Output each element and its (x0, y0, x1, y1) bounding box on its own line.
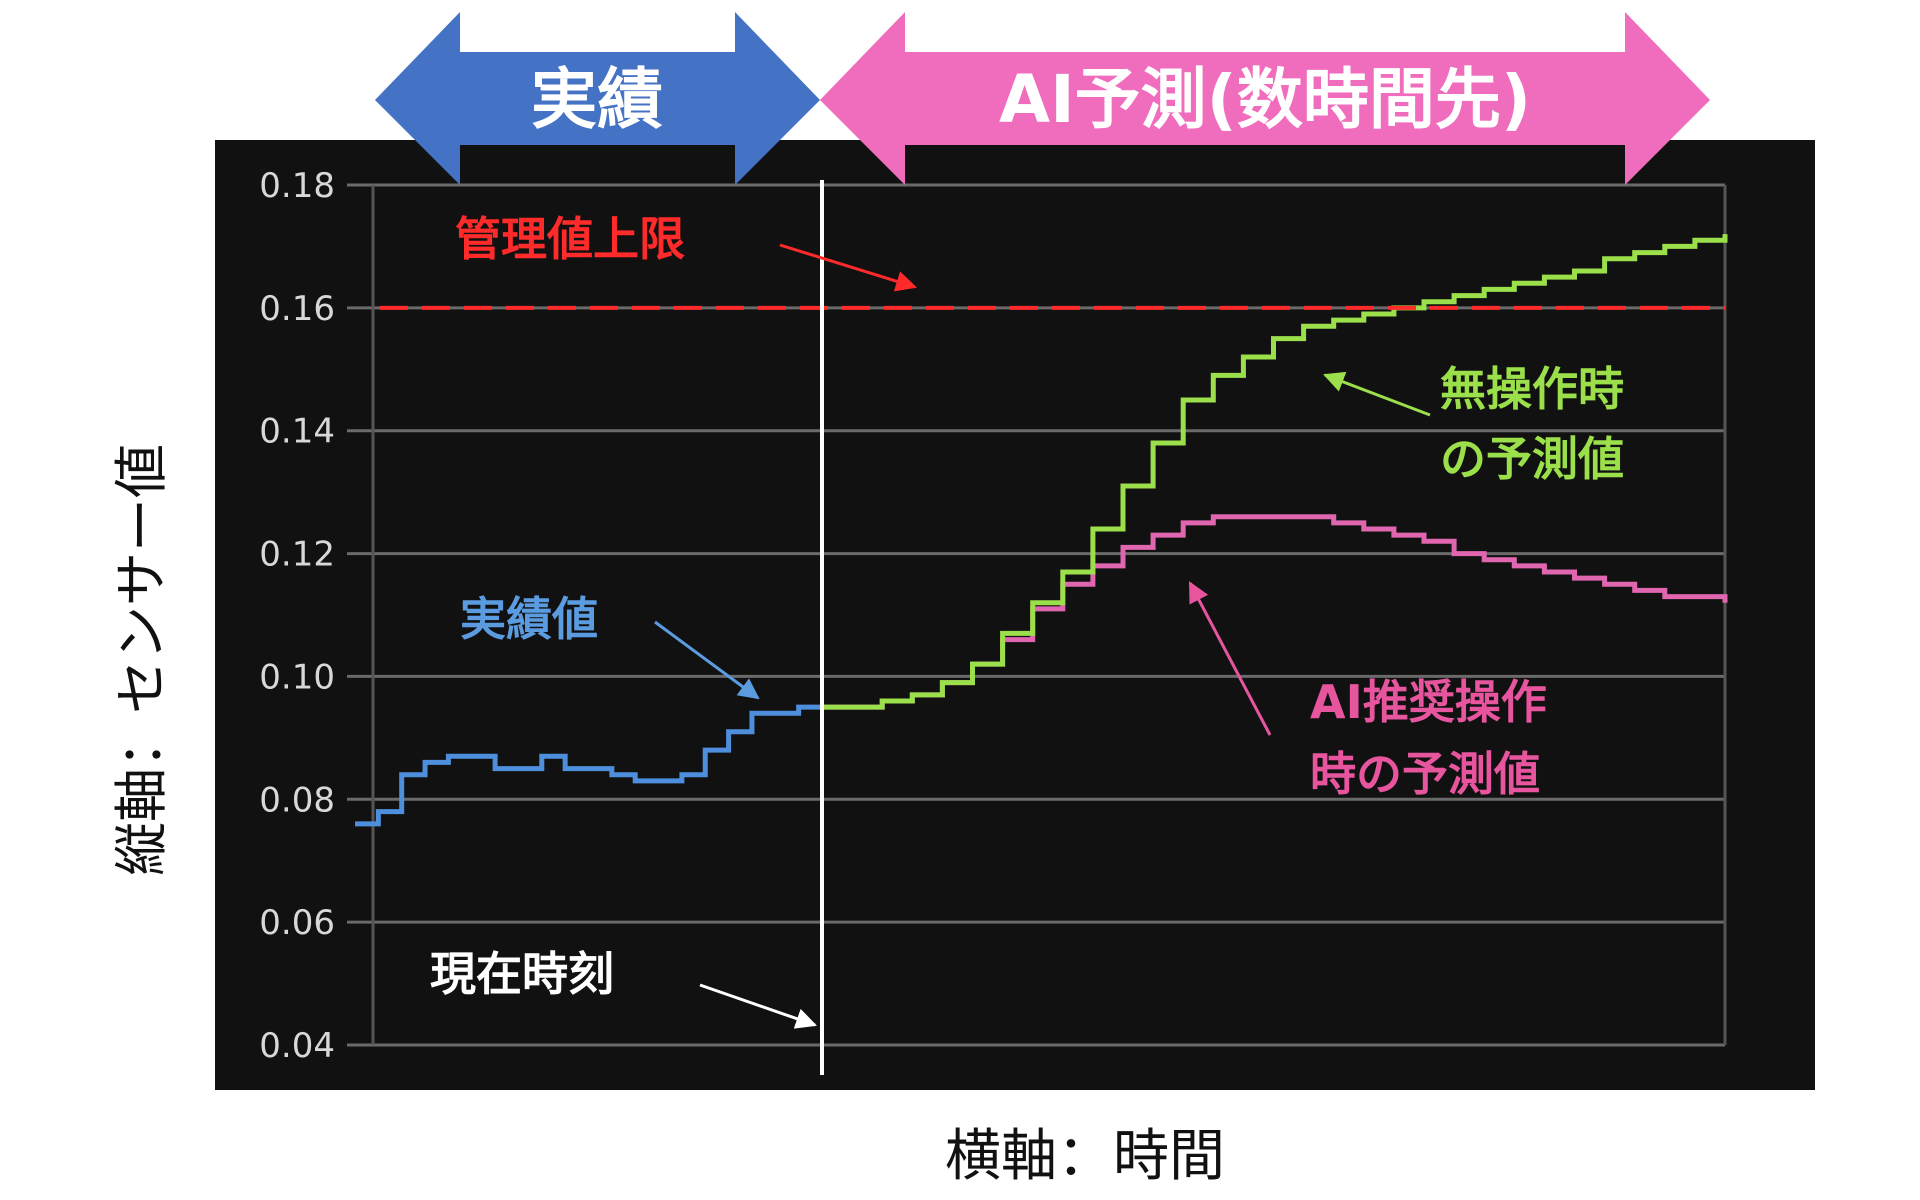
y-tick-label: 0.12 (259, 535, 335, 575)
actual-banner: 実績 (375, 12, 820, 185)
now-label: 現在時刻 (430, 947, 614, 1001)
no-op-label-line-2: の予測値 (1440, 432, 1624, 486)
series-layer (355, 234, 1728, 827)
y-tick-labels: 0.04 0.06 0.08 0.10 0.12 0.14 0.16 0.18 (259, 166, 335, 1066)
y-tick-label: 0.04 (259, 1026, 335, 1066)
y-tick-label: 0.16 (259, 289, 335, 329)
ai-label-line-2: 時の予測値 (1310, 747, 1540, 801)
x-axis-label: 横軸：時間 (945, 1124, 1225, 1189)
now-arrow (699, 983, 817, 1029)
no-op-label-line-1: 無操作時 (1440, 362, 1624, 416)
ai-label-line-1: AI推奨操作 (1310, 675, 1547, 729)
y-axis-label: 縦軸：センサー値 (110, 444, 173, 876)
no-op-annotation: 無操作時 の予測値 (1323, 362, 1624, 486)
ai-annotation: AI推奨操作 時の予測値 (1188, 581, 1547, 801)
forecast-banner-arrow (820, 12, 1710, 185)
y-tick-label: 0.08 (259, 780, 335, 820)
actual-series-line (355, 704, 822, 827)
limit-annotation: 管理値上限 (455, 212, 918, 292)
forecast-banner: AI予測(数時間先) (820, 12, 1710, 185)
ai-arrow (1188, 581, 1272, 736)
actual-arrow (654, 620, 760, 700)
actual-banner-label: 実績 (531, 61, 663, 138)
y-tick-label: 0.10 (259, 657, 335, 697)
actual-banner-arrow (375, 12, 820, 185)
y-tick-label: 0.14 (259, 412, 335, 452)
limit-label: 管理値上限 (455, 212, 685, 266)
now-annotation: 現在時刻 (430, 947, 817, 1029)
y-tick-label: 0.06 (259, 903, 335, 943)
no-op-series-line (822, 234, 1728, 710)
no-op-arrow (1323, 371, 1431, 417)
y-tick-label: 0.18 (259, 166, 335, 206)
actual-annotation: 実績値 (460, 592, 760, 700)
actual-series-label: 実績値 (460, 592, 598, 646)
forecast-banner-label: AI予測(数時間先) (999, 61, 1531, 138)
limit-arrow (779, 243, 918, 292)
plot-background (215, 140, 1815, 1090)
